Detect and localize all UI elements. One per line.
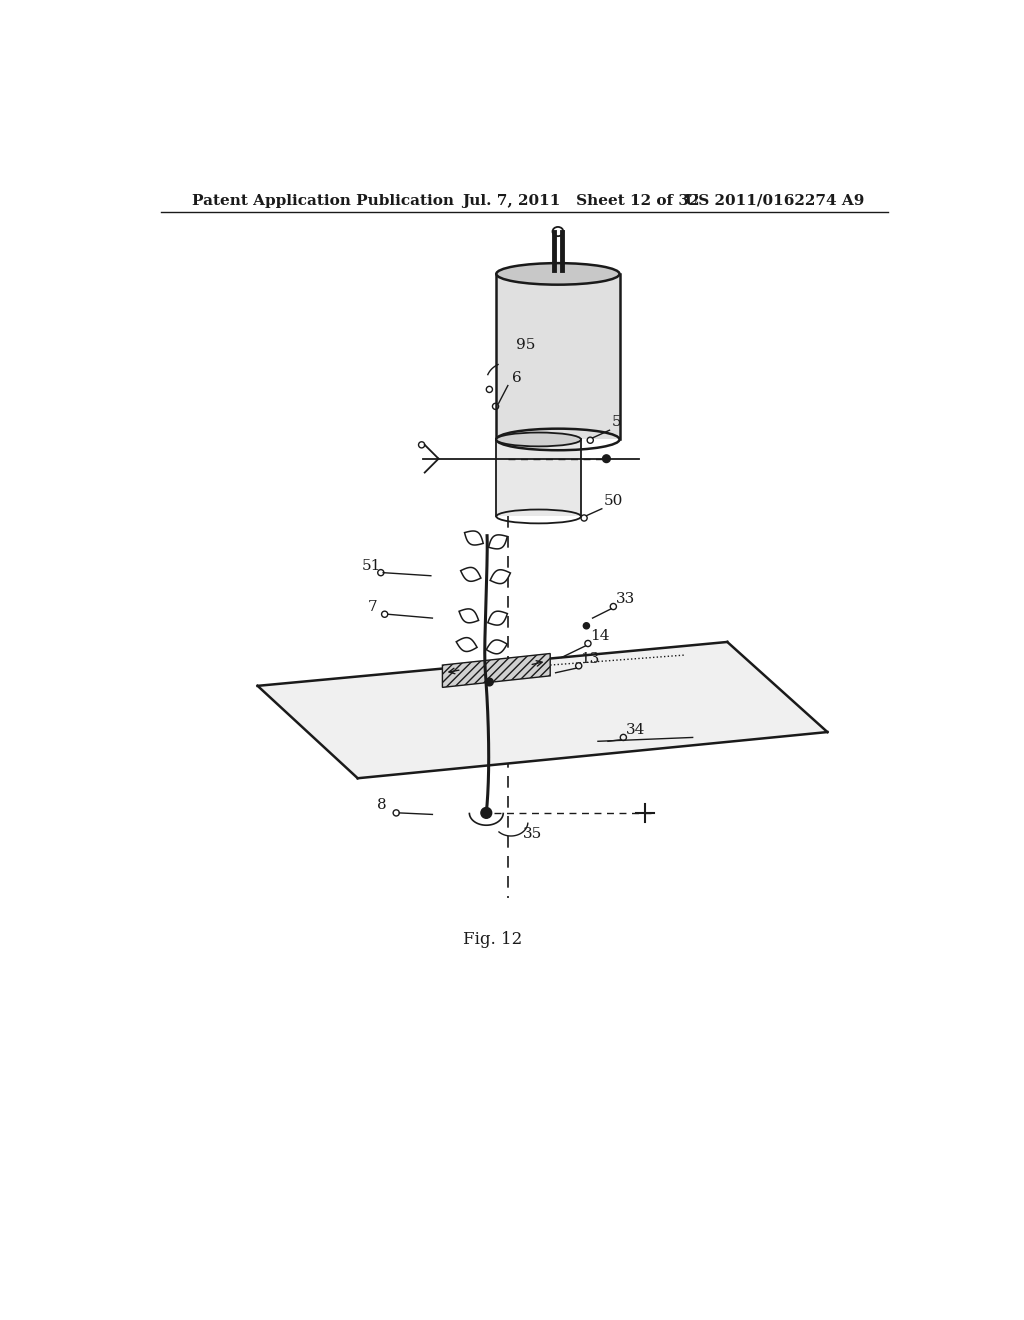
Text: 35: 35 [523, 826, 543, 841]
Polygon shape [459, 609, 478, 623]
Ellipse shape [584, 623, 590, 628]
Polygon shape [258, 642, 827, 779]
Polygon shape [465, 531, 483, 545]
Ellipse shape [497, 263, 620, 285]
Text: 14: 14 [590, 630, 609, 643]
Text: 13: 13 [581, 652, 600, 665]
Polygon shape [442, 653, 550, 688]
Polygon shape [490, 570, 510, 583]
Text: US 2011/0162274 A9: US 2011/0162274 A9 [685, 194, 864, 207]
Ellipse shape [602, 455, 610, 462]
Polygon shape [487, 611, 507, 626]
Text: 50: 50 [604, 494, 624, 508]
Text: 7: 7 [368, 601, 378, 614]
Text: 6: 6 [512, 371, 522, 384]
Text: 95: 95 [515, 338, 535, 352]
Ellipse shape [485, 678, 494, 686]
Text: Fig. 12: Fig. 12 [463, 931, 522, 948]
Polygon shape [461, 568, 481, 581]
Text: 51: 51 [361, 560, 381, 573]
Text: Patent Application Publication: Patent Application Publication [193, 194, 455, 207]
Text: 33: 33 [615, 593, 635, 606]
Polygon shape [457, 638, 477, 652]
Ellipse shape [481, 808, 492, 818]
Polygon shape [497, 440, 581, 516]
Ellipse shape [497, 433, 581, 446]
Polygon shape [486, 640, 507, 653]
Text: 5: 5 [611, 416, 622, 429]
Polygon shape [497, 275, 620, 440]
Text: 8: 8 [377, 799, 387, 812]
Text: 34: 34 [626, 723, 645, 738]
Polygon shape [488, 535, 507, 549]
Text: Jul. 7, 2011   Sheet 12 of 32: Jul. 7, 2011 Sheet 12 of 32 [462, 194, 699, 207]
